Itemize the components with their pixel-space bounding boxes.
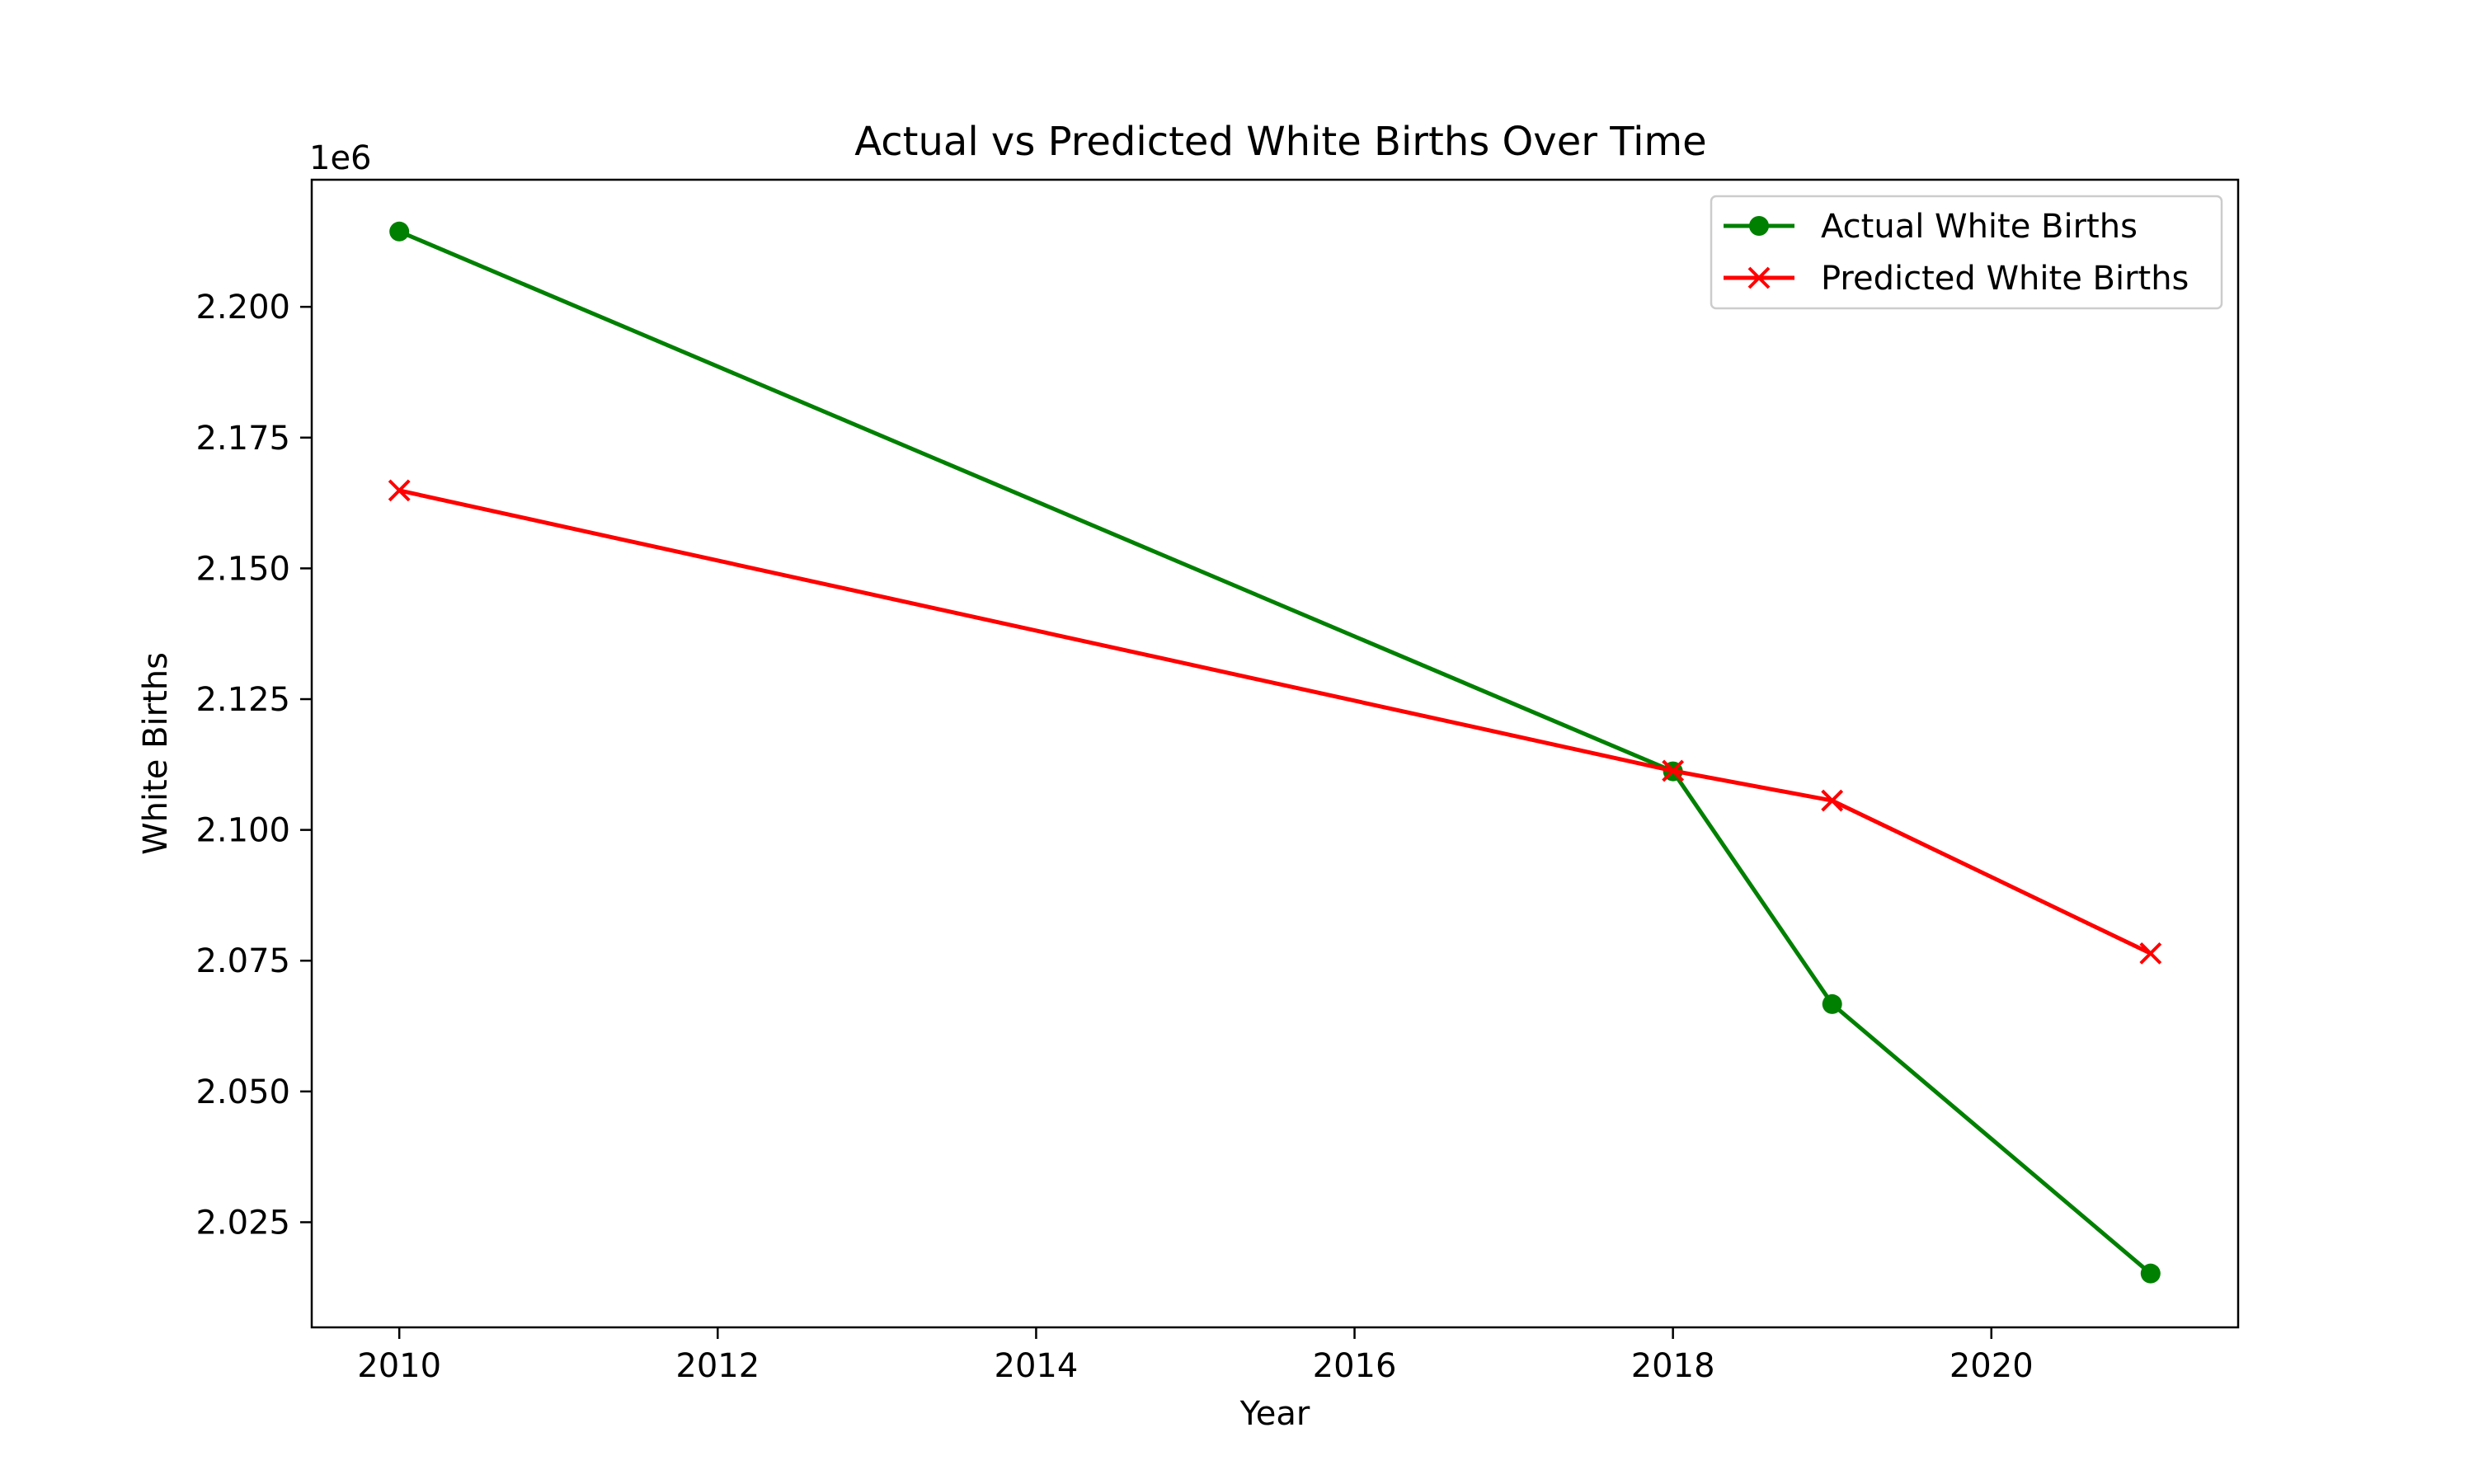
x-tick-label: 2012 [675,1347,760,1385]
y-axis-offset-label: 1e6 [309,139,372,177]
y-tick-label: 2.125 [195,681,290,719]
plot-area [388,221,2162,1284]
x-tick-label: 2020 [1950,1347,2034,1385]
data-point-actual [389,221,410,242]
data-point-predicted [1662,759,1685,782]
legend-label-actual: Actual White Births [1821,208,2138,246]
series-line-predicted [398,488,2152,956]
legend-label-predicted: Predicted White Births [1821,260,2189,298]
x-tick-label: 2014 [995,1347,1079,1385]
legend: Actual White Births Predicted White Birt… [1710,195,2223,310]
y-tick-label: 2.150 [195,550,290,588]
data-point-predicted [1821,789,1844,812]
y-tick-label: 2.050 [195,1073,290,1111]
y-tick-label: 2.175 [195,420,290,458]
y-tick-label: 2.025 [195,1204,290,1242]
x-tick-label: 2016 [1313,1347,1397,1385]
axis-ticks: 2010 2012 2014 2016 2018 2020 2.025 2.050 2.075 2… [195,289,2033,1385]
y-tick-label: 2.075 [195,942,290,980]
legend-marker-predicted [1747,266,1771,289]
y-tick-label: 2.200 [195,289,290,326]
data-point-actual [1822,993,1842,1014]
y-axis-label: White Births [137,652,175,855]
data-point-predicted [388,479,411,502]
x-tick-label: 2018 [1631,1347,1715,1385]
legend-marker-actual [1749,216,1769,236]
axes-frame [310,178,2240,1329]
data-point-actual [2140,1263,2161,1284]
x-tick-label: 2010 [357,1347,441,1385]
x-axis-label: Year [1239,1395,1310,1433]
series-line-actual [398,229,2152,1275]
data-point-predicted [2139,942,2162,965]
y-tick-label: 2.100 [195,812,290,850]
chart-title: Actual vs Predicted White Births Over Ti… [854,119,1706,165]
legend-frame [1710,195,2223,310]
